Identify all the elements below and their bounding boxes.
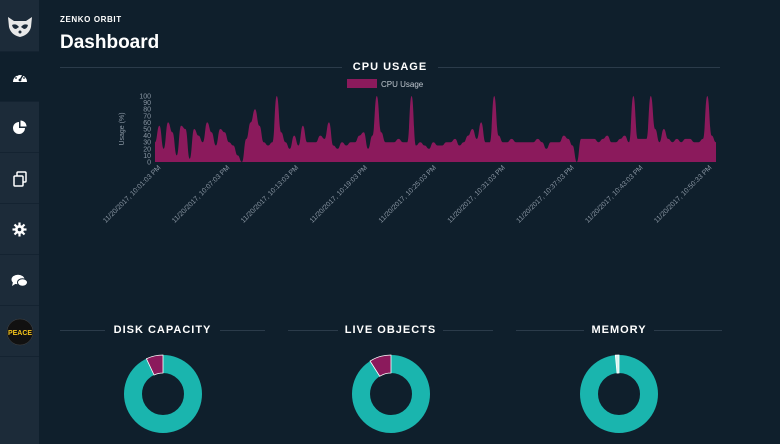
y-tick-label: 30 [143,140,151,147]
donut-used-slice [369,354,392,377]
live-objects-title: LIVE OBJECTS [344,324,437,336]
raccoon-logo-icon[interactable] [0,0,39,52]
svg-text:PEACE: PEACE [7,330,31,337]
x-tick-label: 11/20/2017, 10:13:03 PM [240,164,300,224]
donut-rule-1-right [220,330,265,331]
cpu-usage-chart: CPU Usage Usage (%) 0102030405060708090100… [102,79,716,225]
donut-rule-1-left [60,330,105,331]
x-tick-label: 11/20/2017, 10:50:33 PM [653,164,713,224]
donut-rule-2-right [443,330,493,331]
y-tick-label: 90 [143,100,151,107]
live-objects-donut [352,354,430,433]
sidebar-item-profile[interactable]: PEACE [0,307,39,357]
x-tick-label: 11/20/2017, 10:19:03 PM [309,164,369,224]
copy-files-icon [12,170,27,187]
dashboard-gauge-icon [12,72,27,82]
x-tick-label: 11/20/2017, 10:01:03 PM [102,164,162,224]
sidebar-item-settings[interactable] [0,205,39,255]
peace-avatar-icon: PEACE [6,318,33,345]
gear-icon [12,222,27,237]
cpu-usage-area [155,96,716,162]
donut-rule-2-left [288,330,338,331]
cpu-section-rule-right [438,67,720,68]
legend-label: CPU Usage [381,80,424,89]
sidebar-item-reports[interactable] [0,103,39,153]
donut-rule-3-right [654,330,722,331]
y-tick-label: 60 [143,120,151,127]
sidebar-item-support[interactable] [0,256,39,306]
y-tick-label: 0 [147,160,151,167]
y-tick-label: 80 [143,107,151,114]
legend-swatch [347,79,377,88]
y-tick-label: 10 [143,153,151,160]
y-tick-label: 100 [139,94,151,101]
cpu-section-rule-left [60,67,342,68]
y-tick-label: 50 [143,127,151,134]
x-tick-label: 11/20/2017, 10:07:03 PM [171,164,231,224]
y-tick-label: 20 [143,146,151,153]
x-tick-label: 11/20/2017, 10:31:03 PM [447,164,507,224]
sidebar: PEACE [0,0,39,444]
pie-chart-icon [13,120,27,134]
x-tick-label: 11/20/2017, 10:43:03 PM [584,164,644,224]
x-tick-label: 11/20/2017, 10:25:03 PM [378,164,438,224]
donut-used-slice [614,354,620,374]
donut-used-slice [145,354,164,376]
app-name: ZENKO ORBIT [60,15,122,24]
y-axis-label: Usage (%) [119,112,126,145]
y-tick-label: 40 [143,133,151,140]
x-tick-label: 11/20/2017, 10:37:03 PM [515,164,575,224]
memory-donut [580,354,658,433]
disk-capacity-title: DISK CAPACITY [113,324,212,336]
page-title: Dashboard [60,32,160,53]
donut-rule-3-left [516,330,584,331]
disk-capacity-donut [124,354,202,433]
cpu-section-title: CPU USAGE [352,61,428,73]
chat-bubbles-icon [11,274,28,287]
sidebar-item-replication[interactable] [0,154,39,204]
sidebar-item-dashboard[interactable] [0,52,39,102]
memory-title: MEMORY [591,324,647,336]
y-tick-label: 70 [143,113,151,120]
